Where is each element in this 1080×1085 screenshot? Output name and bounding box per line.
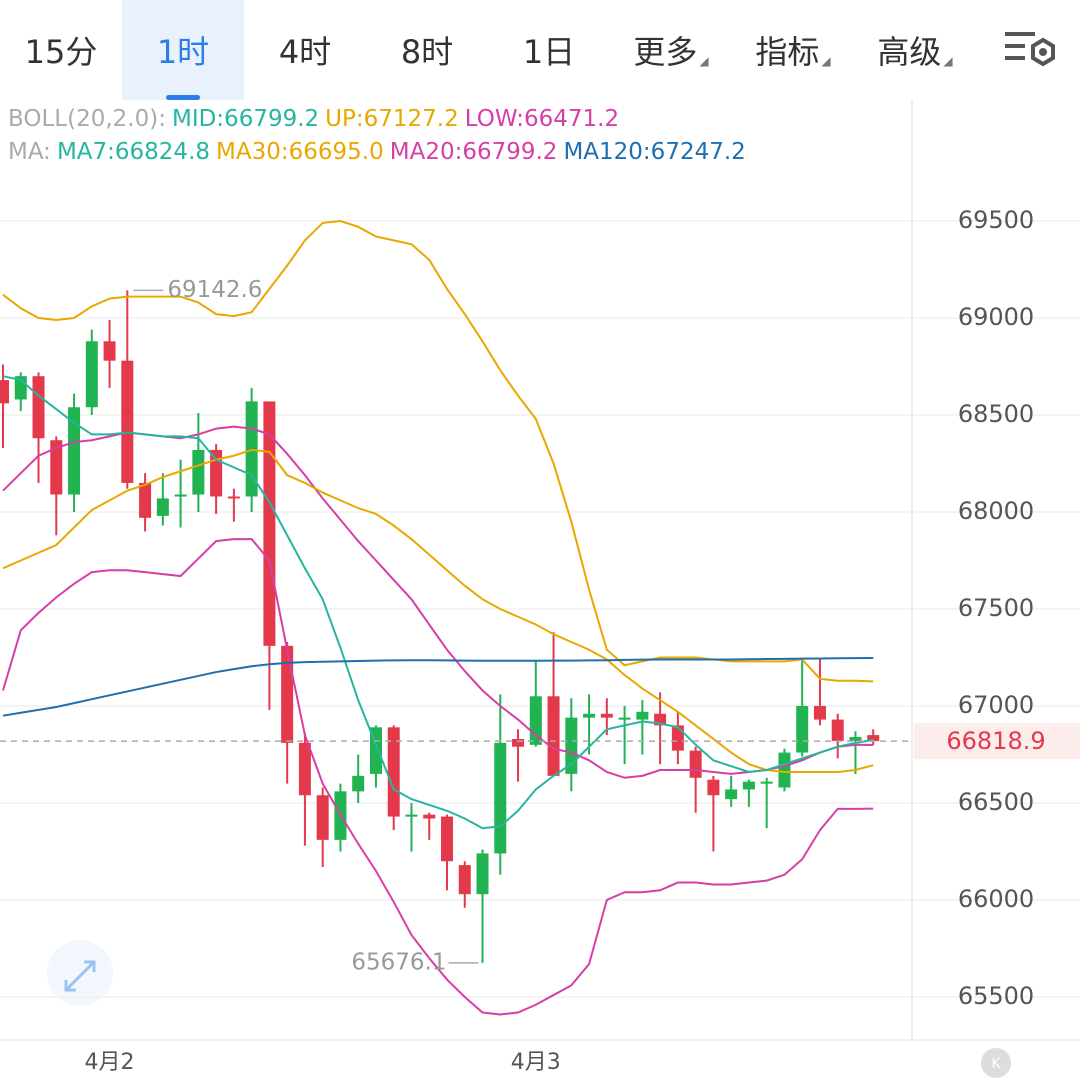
candle-body — [227, 496, 240, 499]
candle-body — [565, 717, 578, 774]
tab-bar: 15分 1时 4时 8时 1日 更多 ◢ 指标 ◢ 高级 ◢ — [0, 0, 1080, 100]
candle-body — [867, 735, 880, 742]
settings-icon[interactable] — [1005, 32, 1055, 67]
legend-item: UP:67127.2 — [325, 106, 459, 132]
indicator-line — [2, 538, 874, 1016]
y-tick-label: 67000 — [958, 691, 1034, 719]
price-label: 66818.9 — [946, 727, 1045, 755]
ma-legend: MA: MA7:66824.8 MA30:66695.0 MA20:66799.2 MA… — [8, 139, 752, 165]
y-tick-label: 69500 — [958, 206, 1034, 234]
legend-item: MA30:66695.0 — [216, 139, 384, 165]
high-label: 69142.6 — [167, 277, 262, 303]
legend-item: MA20:66799.2 — [389, 139, 558, 165]
legend-item: MA: — [8, 139, 51, 165]
candle-body — [796, 706, 809, 753]
candle-body — [352, 775, 365, 792]
tab[interactable]: 更多 ◢ — [633, 33, 709, 71]
grid — [0, 220, 1080, 998]
candle-body — [671, 725, 684, 751]
candle-body — [654, 713, 667, 726]
indicator-line — [2, 425, 874, 779]
candle-body — [742, 781, 755, 790]
tab[interactable]: 1日 — [522, 33, 576, 71]
low-label: 65676.1 — [351, 949, 446, 975]
tab[interactable]: 1时 — [122, 0, 244, 100]
candle-body — [192, 449, 205, 495]
tab[interactable]: 4时 — [278, 33, 332, 71]
candle-body — [689, 750, 702, 778]
candle-body — [139, 482, 152, 518]
candle-body — [387, 727, 400, 817]
candle-body — [512, 738, 525, 747]
legend-item: MA7:66824.8 — [56, 139, 211, 165]
indicator-line — [2, 375, 874, 830]
candle-body — [103, 341, 116, 361]
tab[interactable]: 高级 ◢ — [877, 33, 953, 71]
candle-body — [32, 376, 45, 439]
candle-body — [583, 713, 596, 718]
candle-body — [174, 494, 187, 497]
candle-body — [210, 449, 223, 497]
candle-body — [618, 717, 631, 720]
candle-body — [68, 407, 81, 495]
candle-body — [423, 814, 436, 819]
y-tick-label: 69000 — [958, 303, 1034, 331]
candle-body — [600, 713, 613, 718]
legend-item: LOW:66471.2 — [464, 106, 620, 132]
candle-body — [458, 865, 471, 895]
legend-item: MA120:67247.2 — [563, 139, 746, 165]
y-tick-label: 66000 — [958, 885, 1034, 913]
candle-body — [0, 380, 9, 404]
zoom-button[interactable] — [47, 940, 113, 1006]
candle-body — [263, 401, 276, 646]
boll-legend: BOLL(20,2.0): MID:66799.2 UP:67127.2 LOW:66… — [8, 106, 625, 132]
candle-body — [50, 440, 63, 495]
price-tag — [914, 723, 1080, 760]
legend-item: BOLL(20,2.0): — [8, 106, 166, 132]
candle-body — [85, 341, 98, 408]
candle-body — [121, 360, 134, 483]
indicator-line — [2, 448, 874, 773]
y-tick-label: 68000 — [958, 497, 1034, 525]
y-tick-label: 66500 — [958, 788, 1034, 816]
candle-body — [441, 816, 453, 862]
candle-body — [316, 795, 329, 840]
indicator-line — [2, 657, 874, 717]
candle-body — [636, 711, 649, 720]
candle-body — [725, 789, 738, 800]
candle-body — [298, 742, 311, 796]
y-tick-label: 68500 — [958, 400, 1034, 428]
candle-body — [813, 706, 826, 720]
candle-body — [760, 781, 773, 784]
candle-body — [494, 742, 507, 854]
tab[interactable]: 8时 — [400, 33, 454, 71]
candle-body — [547, 696, 560, 776]
legend-item: MID:66799.2 — [171, 106, 320, 132]
candle-body — [831, 719, 844, 741]
candle-body — [156, 498, 169, 516]
candle-body — [707, 779, 720, 796]
k-button[interactable]: K — [981, 1048, 1011, 1078]
candle-body — [405, 814, 418, 817]
tab[interactable]: 15分 — [24, 33, 98, 71]
indicator-line — [2, 219, 874, 683]
x-tick-label: 4月2 — [85, 1050, 135, 1075]
candle-body — [778, 752, 791, 788]
svg-text:K: K — [991, 1056, 1001, 1072]
candle-body — [281, 645, 294, 743]
y-tick-label: 65500 — [958, 982, 1034, 1010]
y-tick-label: 67500 — [958, 594, 1034, 622]
candle-body — [849, 737, 862, 741]
tab[interactable]: 指标 ◢ — [755, 33, 831, 71]
candle-body — [476, 853, 489, 895]
x-tick-label: 4月3 — [511, 1050, 561, 1075]
